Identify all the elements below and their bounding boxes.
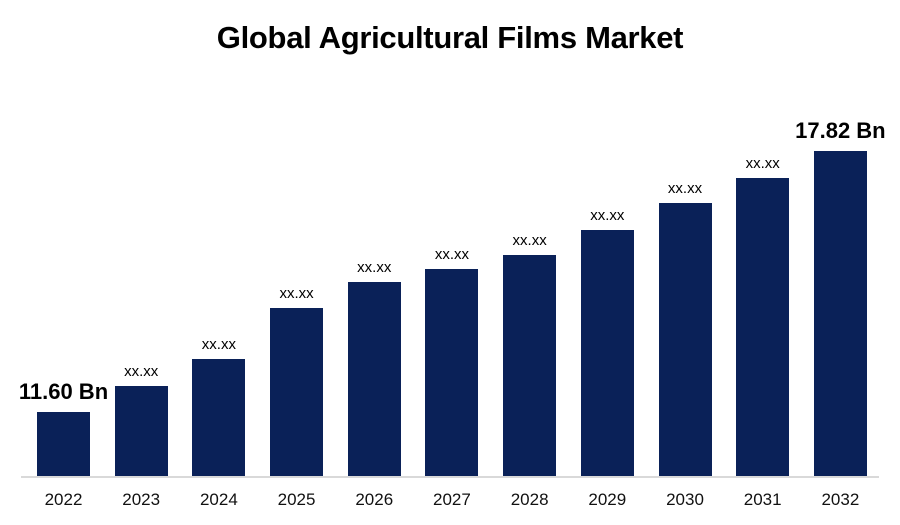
x-axis-label-2029: 2029 [588,490,627,509]
bar-2023: xx.xx 2023 [114,364,168,508]
bar-value-label: xx.xx [434,246,470,263]
bar-2025: xx.xx 2025 [270,286,324,508]
x-axis-label-2026: 2026 [355,490,394,509]
bar-2022: 11.60 Bn 2022 [19,381,108,509]
bar-value-label: xx.xx [124,363,159,380]
x-axis-label-2028: 2028 [510,490,549,509]
bar-value-label: xx.xx [201,336,236,353]
x-axis-label-2027: 2027 [433,490,471,509]
x-axis-label-2023: 2023 [122,490,161,509]
bar-value-label: xx.xx [590,207,625,224]
bar-2024: xx.xx 2024 [192,337,246,508]
bar-value-label: 17.82 Bn [795,118,886,143]
bar-2027: xx.xx 2027 [425,247,479,508]
x-axis-label-2022: 2022 [44,490,83,509]
bar-2031: xx.xx 2031 [736,156,790,508]
x-axis-label-2025: 2025 [277,490,316,509]
bar-value-label: xx.xx [745,155,780,172]
bar-value-label: xx.xx [512,232,547,249]
x-axis-label-2024: 2024 [199,490,238,509]
bar-value-label: xx.xx [279,285,314,302]
x-axis-label-2031: 2031 [743,490,782,509]
bar-2026: xx.xx 2026 [347,260,401,508]
bar-value-label: xx.xx [357,259,392,276]
bar-value-label: 11.60 Bn [18,379,109,404]
chart-title: Global Agricultural Films Market [216,20,684,55]
x-axis-label-2032: 2032 [821,490,860,509]
bar-2032: 17.82 Bn 2032 [795,120,886,509]
bar-2030: xx.xx 2030 [658,181,712,508]
plot-area: 11.60 Bn 2022 xx.xx 2023 xx.xx 2024 xx.xx 2025 x… [19,0,886,509]
bar-2028: xx.xx 2028 [503,233,557,508]
bar-2029: xx.xx 2029 [580,208,634,508]
x-axis-label-2030: 2030 [666,490,704,509]
bar-value-label: xx.xx [667,180,703,197]
x-axis-line [21,476,879,478]
